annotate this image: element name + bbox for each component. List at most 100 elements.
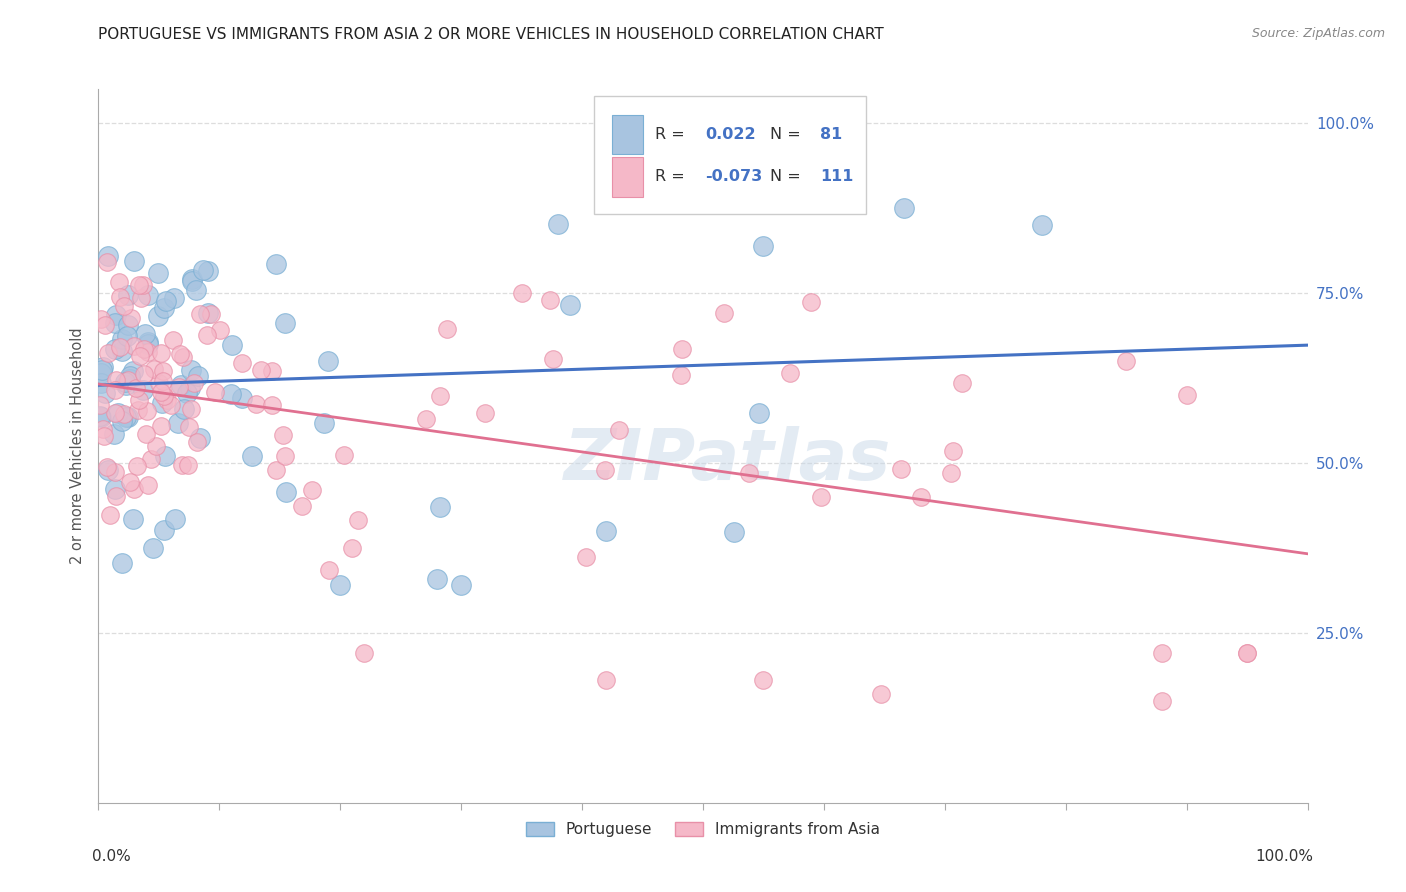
Point: [942, 443, 965, 458]
Point: [197, 327, 219, 342]
Point: [1236, 646, 1258, 660]
Point: [142, 541, 165, 555]
Point: [115, 378, 138, 392]
Point: [1236, 646, 1258, 660]
Point: [148, 309, 170, 323]
Point: [163, 512, 186, 526]
Point: [197, 305, 219, 319]
Point: [560, 298, 582, 312]
Text: 111: 111: [820, 169, 853, 185]
Point: [181, 274, 204, 288]
Point: [111, 332, 134, 346]
Point: [333, 448, 356, 462]
Point: [138, 345, 160, 359]
Point: [93, 429, 115, 443]
Point: [893, 201, 915, 215]
Point: [96, 459, 118, 474]
Point: [188, 307, 211, 321]
Point: [112, 408, 135, 422]
Point: [713, 306, 735, 320]
Point: [104, 317, 127, 331]
Point: [105, 373, 128, 387]
Point: [197, 263, 219, 277]
Point: [429, 500, 451, 515]
FancyBboxPatch shape: [595, 96, 866, 214]
Point: [191, 262, 214, 277]
Point: [162, 334, 184, 348]
Point: [114, 375, 136, 389]
Point: [128, 393, 150, 408]
Point: [111, 344, 134, 359]
Point: [104, 465, 127, 479]
Point: [134, 326, 156, 341]
Point: [162, 291, 184, 305]
Point: [426, 572, 449, 586]
Point: [122, 511, 145, 525]
Point: [120, 311, 142, 326]
Point: [107, 406, 129, 420]
Point: [221, 338, 243, 352]
Point: [98, 508, 121, 523]
Point: [260, 364, 283, 378]
Point: [415, 412, 437, 426]
Point: [104, 383, 127, 397]
Point: [132, 343, 155, 357]
Legend: Portuguese, Immigrants from Asia: Portuguese, Immigrants from Asia: [519, 814, 887, 845]
Point: [748, 406, 770, 420]
Point: [240, 450, 263, 464]
Point: [136, 335, 159, 350]
Point: [141, 452, 163, 467]
Point: [118, 369, 141, 384]
Point: [800, 294, 823, 309]
Point: [316, 354, 339, 368]
Point: [111, 556, 134, 570]
Text: Source: ZipAtlas.com: Source: ZipAtlas.com: [1251, 27, 1385, 40]
Point: [1031, 218, 1053, 232]
Point: [264, 257, 287, 271]
Point: [231, 391, 253, 405]
Point: [94, 385, 117, 400]
Point: [132, 278, 155, 293]
Point: [104, 308, 127, 322]
Text: 0.0%: 0.0%: [93, 849, 131, 864]
Point: [208, 323, 231, 337]
Point: [118, 372, 141, 386]
Point: [103, 426, 125, 441]
Point: [136, 404, 159, 418]
Point: [329, 578, 352, 592]
Point: [353, 646, 375, 660]
Point: [152, 301, 174, 316]
Point: [117, 373, 139, 387]
Point: [91, 362, 114, 376]
Point: [91, 359, 114, 374]
Point: [104, 406, 127, 420]
Point: [136, 288, 159, 302]
Point: [148, 376, 170, 391]
Point: [779, 366, 801, 380]
Point: [510, 286, 533, 301]
Point: [132, 383, 155, 397]
Point: [122, 482, 145, 496]
Point: [127, 403, 149, 417]
Point: [159, 398, 181, 412]
Text: R =: R =: [655, 169, 689, 185]
Point: [318, 563, 340, 577]
Point: [671, 368, 693, 383]
Point: [340, 541, 363, 555]
Point: [150, 345, 173, 359]
Point: [167, 416, 190, 430]
Point: [950, 376, 973, 390]
Point: [1152, 646, 1174, 660]
Text: ZIPatlas: ZIPatlas: [564, 425, 891, 495]
Point: [179, 419, 201, 434]
Point: [245, 397, 267, 411]
Point: [124, 254, 146, 268]
Point: [250, 363, 273, 377]
Point: [155, 293, 177, 308]
Point: [176, 386, 198, 401]
Point: [129, 291, 152, 305]
Point: [547, 217, 569, 231]
Point: [274, 449, 297, 463]
Point: [219, 387, 242, 401]
Point: [231, 356, 253, 370]
